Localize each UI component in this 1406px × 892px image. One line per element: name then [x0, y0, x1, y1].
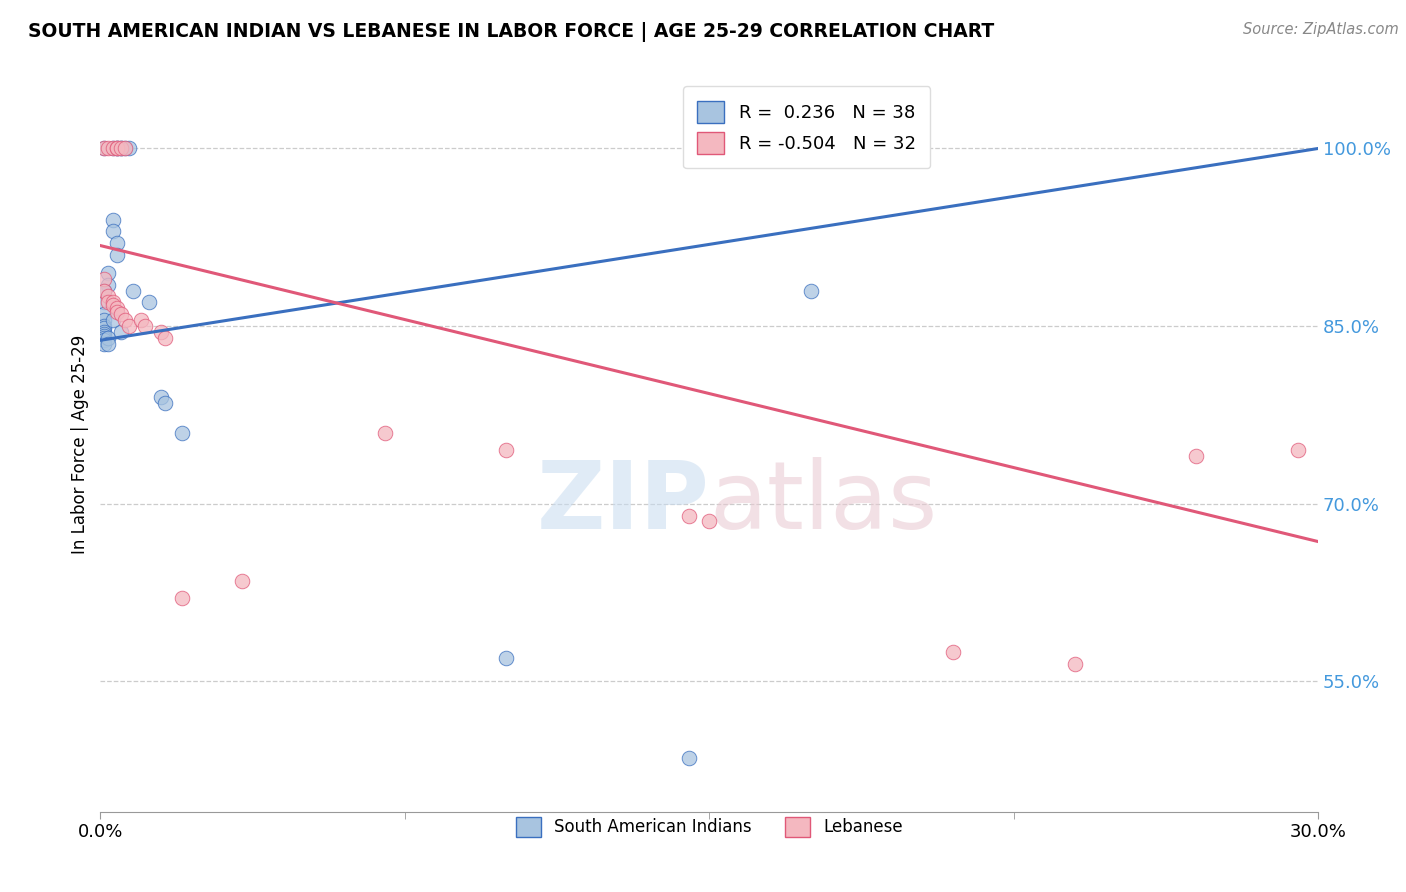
- Point: [105, 301, 128, 316]
- Point: [1063, 657, 1085, 671]
- Point: [93, 331, 115, 345]
- Point: [114, 141, 136, 155]
- Point: [231, 574, 253, 588]
- Point: [138, 295, 160, 310]
- Point: [495, 650, 517, 665]
- Point: [678, 751, 700, 765]
- Point: [150, 390, 173, 404]
- Point: [101, 141, 124, 155]
- Text: Source: ZipAtlas.com: Source: ZipAtlas.com: [1243, 22, 1399, 37]
- Point: [110, 141, 132, 155]
- Point: [134, 319, 156, 334]
- Point: [1185, 450, 1208, 464]
- Point: [150, 325, 173, 339]
- Point: [942, 645, 965, 659]
- Point: [97, 295, 120, 310]
- Point: [121, 284, 143, 298]
- Point: [1286, 443, 1309, 458]
- Point: [93, 328, 115, 343]
- Point: [101, 212, 124, 227]
- Point: [105, 141, 128, 155]
- Point: [93, 284, 115, 298]
- Point: [105, 141, 128, 155]
- Point: [93, 333, 115, 347]
- Point: [101, 295, 124, 310]
- Point: [93, 141, 115, 155]
- Point: [800, 284, 823, 298]
- Point: [93, 321, 115, 335]
- Point: [97, 331, 120, 345]
- Point: [155, 396, 177, 410]
- Text: ZIP: ZIP: [536, 458, 709, 549]
- Y-axis label: In Labor Force | Age 25-29: In Labor Force | Age 25-29: [72, 334, 89, 554]
- Point: [93, 327, 115, 342]
- Point: [110, 141, 132, 155]
- Point: [97, 141, 120, 155]
- Point: [93, 271, 115, 285]
- Point: [105, 248, 128, 262]
- Point: [697, 515, 720, 529]
- Point: [93, 325, 115, 339]
- Point: [101, 141, 124, 155]
- Legend: South American Indians, Lebanese: South American Indians, Lebanese: [509, 810, 910, 844]
- Point: [373, 425, 395, 440]
- Point: [105, 236, 128, 251]
- Point: [105, 141, 128, 155]
- Point: [114, 313, 136, 327]
- Point: [129, 313, 152, 327]
- Point: [93, 336, 115, 351]
- Point: [170, 591, 193, 606]
- Point: [97, 336, 120, 351]
- Point: [118, 141, 141, 155]
- Point: [101, 298, 124, 312]
- Point: [93, 307, 115, 321]
- Point: [101, 224, 124, 238]
- Point: [105, 141, 128, 155]
- Point: [110, 325, 132, 339]
- Point: [93, 319, 115, 334]
- Point: [110, 307, 132, 321]
- Point: [155, 331, 177, 345]
- Point: [114, 141, 136, 155]
- Point: [97, 266, 120, 280]
- Point: [110, 141, 132, 155]
- Text: atlas: atlas: [709, 458, 938, 549]
- Point: [495, 443, 517, 458]
- Point: [97, 289, 120, 303]
- Point: [93, 295, 115, 310]
- Point: [101, 313, 124, 327]
- Point: [97, 277, 120, 292]
- Point: [170, 425, 193, 440]
- Point: [678, 508, 700, 523]
- Point: [93, 141, 115, 155]
- Point: [118, 319, 141, 334]
- Point: [93, 284, 115, 298]
- Point: [93, 313, 115, 327]
- Point: [105, 305, 128, 319]
- Text: SOUTH AMERICAN INDIAN VS LEBANESE IN LABOR FORCE | AGE 25-29 CORRELATION CHART: SOUTH AMERICAN INDIAN VS LEBANESE IN LAB…: [28, 22, 994, 42]
